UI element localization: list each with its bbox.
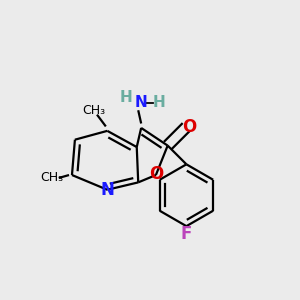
Text: H: H <box>120 89 133 104</box>
Text: N: N <box>135 95 148 110</box>
Text: H: H <box>152 95 165 110</box>
Text: O: O <box>149 165 163 183</box>
Text: F: F <box>181 224 192 242</box>
Text: N: N <box>100 181 114 199</box>
Text: O: O <box>182 118 196 136</box>
Text: CH₃: CH₃ <box>82 104 106 117</box>
Text: CH₃: CH₃ <box>40 172 63 184</box>
